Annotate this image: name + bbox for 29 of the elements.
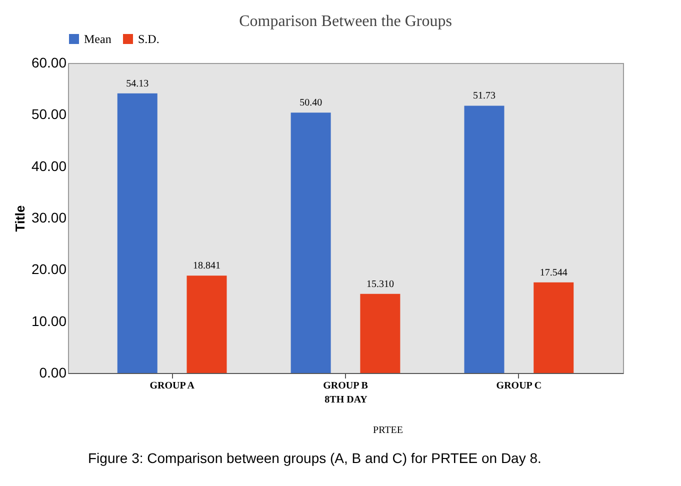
y-tick-label: 10.00 [31,312,67,329]
x-tick-label: GROUP C [496,380,542,392]
text: PRTEE [372,425,404,436]
data-label: 18.841 [193,260,220,272]
y-tick-label: 0.00 [39,364,67,380]
bar [186,276,227,373]
y-tick-label: 20.00 [31,261,67,278]
y-tick-label: 60.00 [31,54,67,70]
legend-label: S.D. [138,32,160,46]
data-label: 54.13 [126,78,149,90]
x-axis-title: 8TH DAY [324,394,368,406]
caption: Figure 3: Comparison between groups (A, B and C) for PRTEE on Day 8. [88,450,542,466]
data-label: 15.310 [366,278,394,290]
x-tick-label: GROUP A [150,380,196,392]
chart-title: Comparison Between the Groups [239,13,452,30]
x-tick-label: GROUP B [323,380,368,392]
y-tick-label: 40.00 [31,158,67,174]
bar [360,294,400,373]
bar [464,106,504,373]
legend-label: Mean [84,32,112,46]
bar [534,282,574,373]
data-label: 17.544 [540,267,568,278]
y-tick-label: 30.00 [31,210,67,226]
y-axis-title: Title [12,205,28,232]
bar [117,93,158,373]
y-tick-label: 50.00 [31,106,67,122]
data-label: 50.40 [300,98,322,109]
bar [290,112,331,373]
data-label: 51.73 [473,90,496,102]
